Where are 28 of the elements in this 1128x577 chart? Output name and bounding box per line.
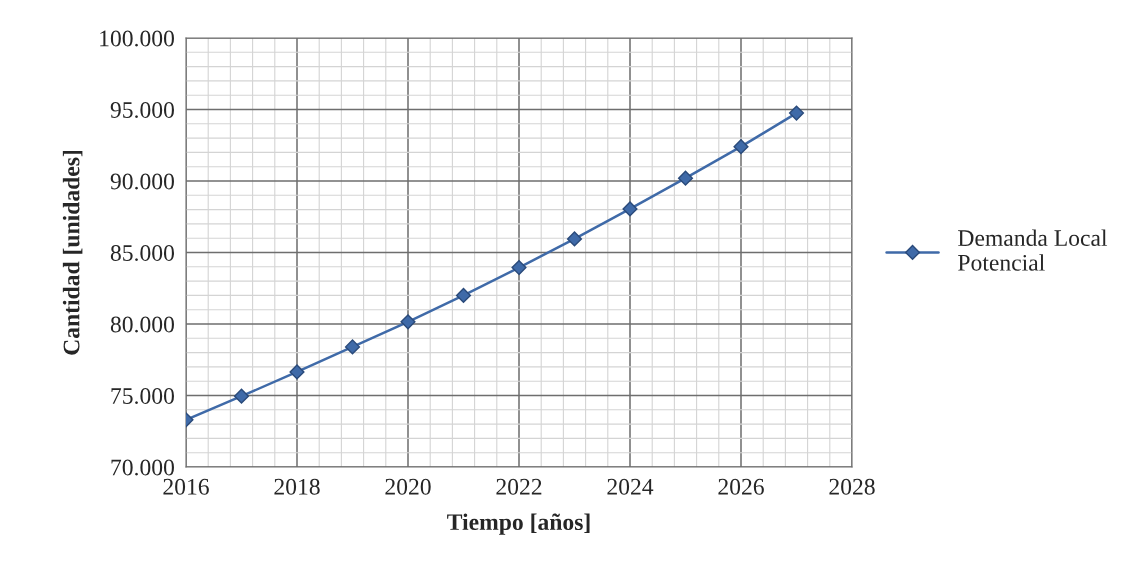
legend-label: Demanda Local Potencial [958, 229, 1108, 271]
point [788, 105, 805, 121]
point [622, 201, 638, 217]
y-tick-label: 70.000 [111, 459, 174, 476]
point [733, 139, 749, 155]
point [233, 388, 250, 404]
x-tick-label: 2028 [829, 478, 875, 495]
x-axis-title: Tiempo [años] [447, 513, 590, 535]
y-tick-label: 100.000 [100, 30, 174, 47]
point [511, 259, 527, 276]
point [344, 339, 361, 355]
y-tick-label: 85.000 [110, 244, 174, 262]
x-tick-label: 2016 [163, 478, 209, 495]
y-axis-title: Cantidad [unidades] [62, 150, 83, 355]
x-tick-label: 2018 [274, 478, 320, 495]
y-tick-label: 75.000 [111, 387, 174, 405]
x-tick-label: 2022 [496, 478, 542, 495]
x-tick-label: 2020 [385, 478, 431, 495]
point [455, 287, 472, 303]
x-tick-label: 2024 [607, 478, 654, 495]
point [677, 170, 694, 186]
x-tick-label: 2026 [718, 478, 764, 495]
point [289, 364, 305, 380]
point [566, 231, 583, 247]
y-tick-label: 95.000 [110, 101, 174, 119]
y-tick-label: 90.000 [110, 173, 174, 190]
y-tick-label: 80.000 [110, 316, 174, 333]
point [400, 314, 416, 330]
